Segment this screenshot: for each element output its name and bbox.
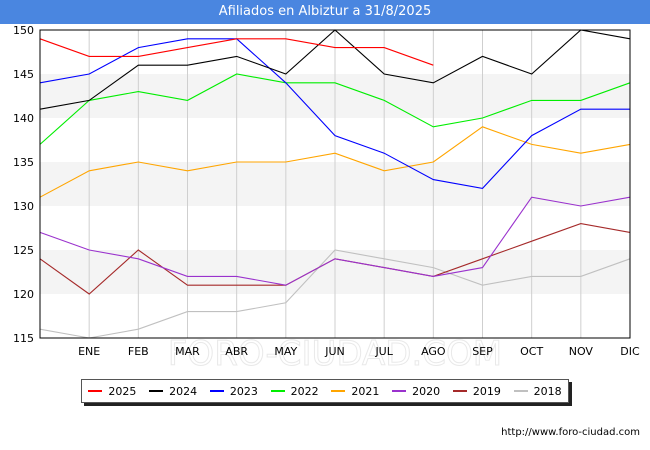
x-tick-label: DIC	[620, 345, 640, 358]
x-tick-label: JUN	[324, 345, 345, 358]
legend-label: 2019	[472, 384, 501, 398]
watermark-text: FORO-CIUDAD.COM	[168, 334, 502, 374]
y-tick-label: 115	[13, 332, 34, 345]
legend-label: 2022	[290, 384, 319, 398]
x-tick-label: MAR	[175, 345, 200, 358]
y-tick-label: 150	[13, 24, 34, 37]
x-tick-label: NOV	[569, 345, 594, 358]
legend-swatch	[270, 390, 285, 392]
y-tick-label: 135	[13, 156, 34, 169]
legend-label: 2023	[229, 384, 258, 398]
legend-item-2023: 2023	[209, 384, 258, 398]
source-url: http://www.foro-ciudad.com	[501, 427, 640, 438]
y-tick-label: 125	[13, 244, 34, 257]
legend-item-2019: 2019	[452, 384, 501, 398]
x-tick-label: FEB	[128, 345, 149, 358]
legend-label: 2021	[351, 384, 380, 398]
x-axis-ticks: ENE FEB MAR ABR MAY JUN JUL AGO SEP OCT NOV DIC	[78, 345, 640, 358]
x-tick-label: ABR	[225, 345, 248, 358]
x-tick-label: SEP	[472, 345, 493, 358]
series-line-2021	[39, 126, 631, 198]
legend-item-2024: 2024	[149, 385, 197, 398]
legend-item-2018: 2018	[513, 384, 562, 398]
legend-item-2020: 2020	[392, 385, 440, 398]
y-tick-label: 130	[13, 200, 34, 213]
legend-swatch	[331, 390, 346, 392]
x-tick-label: MAY	[274, 345, 297, 358]
legend-label: 2020	[412, 384, 441, 398]
x-tick-label: JUL	[374, 345, 393, 358]
y-tick-label: 120	[13, 288, 34, 301]
legend-swatch	[452, 390, 467, 392]
x-tick-label: ENE	[78, 345, 100, 358]
legend-swatch	[149, 390, 164, 392]
series-line-2022	[39, 73, 631, 145]
y-tick-label: 140	[13, 112, 34, 125]
legend-item-2025: 2025	[88, 385, 136, 398]
legend-label: 2025	[108, 384, 137, 398]
legend: 2025 2024 2023 2022 2021 2020 2019 2018	[81, 379, 569, 403]
legend-swatch	[209, 390, 224, 392]
legend-label: 2018	[533, 384, 562, 398]
series-line-2020	[39, 196, 631, 286]
legend-swatch	[88, 390, 103, 392]
y-tick-label: 145	[13, 68, 34, 81]
legend-swatch	[513, 390, 528, 392]
series-line-2023	[39, 38, 630, 189]
chart-title: Afiliados en Albiztur a 31/8/2025	[0, 0, 650, 24]
series-line-2018	[39, 249, 631, 339]
x-tick-label: AGO	[421, 345, 446, 358]
series-line-2025	[39, 38, 434, 66]
watermark: FORO-CIUDAD.COM	[167, 334, 502, 375]
y-axis-ticks: 115 120 125 130 135 140 145 150	[13, 24, 34, 345]
legend-item-2022: 2022	[270, 384, 319, 398]
legend-swatch	[392, 390, 407, 392]
vertical-gridlines	[88, 30, 582, 338]
legend-label: 2024	[169, 384, 198, 398]
plot-frame	[39, 29, 631, 339]
legend-item-2021: 2021	[331, 385, 379, 398]
series-lines	[39, 29, 631, 339]
x-tick-label: OCT	[520, 345, 543, 358]
